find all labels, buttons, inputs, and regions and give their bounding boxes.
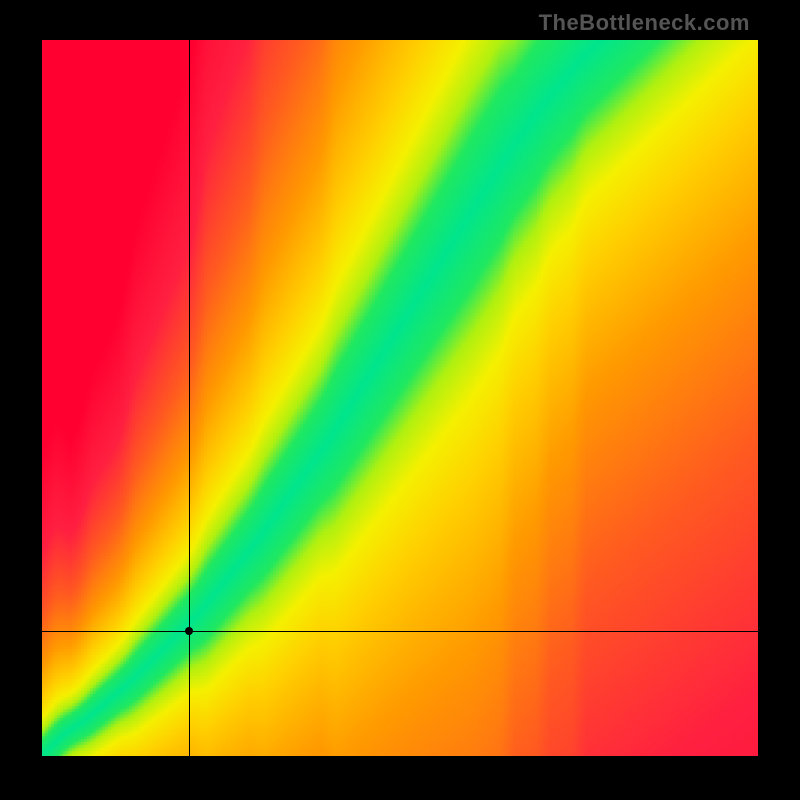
plot-area (42, 40, 758, 756)
chart-container: TheBottleneck.com (0, 0, 800, 800)
heatmap-canvas (42, 40, 758, 756)
header: TheBottleneck.com (0, 0, 800, 40)
crosshair-vertical (189, 40, 190, 756)
header-text: TheBottleneck.com (539, 10, 750, 35)
bottleneck-marker (185, 627, 193, 635)
crosshair-horizontal (42, 631, 758, 632)
